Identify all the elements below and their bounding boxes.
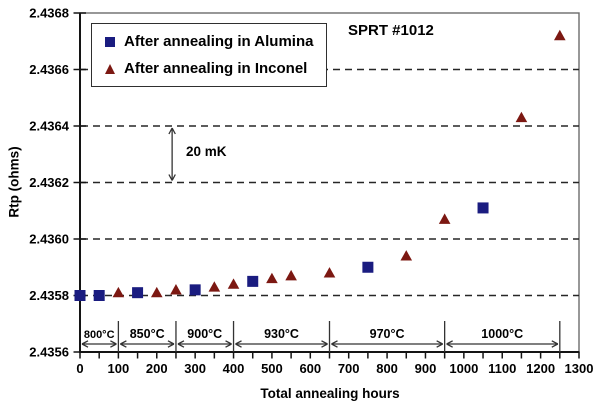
temp-zone-arrowhead: [446, 343, 453, 348]
span-arrow-head: [171, 127, 176, 135]
temp-zone-arrowhead: [235, 340, 242, 345]
temp-zone-label: 850°C: [130, 327, 165, 341]
inconel-data-point: [323, 267, 336, 278]
inconel-data-point: [438, 213, 451, 224]
temp-zone-arrowhead: [110, 343, 117, 348]
x-tick-label: 1300: [565, 361, 594, 376]
inconel-data-point: [227, 278, 240, 289]
x-tick-label: 1100: [488, 361, 516, 376]
temp-zone-arrowhead: [331, 343, 338, 348]
alumina-data-point: [74, 290, 86, 301]
alumina-data-point: [477, 202, 489, 214]
temp-zone-arrowhead: [321, 340, 328, 345]
alumina-data-point: [93, 290, 105, 301]
x-tick-label: 1000: [449, 361, 478, 376]
y-tick-label: 2.4360: [29, 232, 69, 247]
temp-zone-arrowhead: [321, 343, 328, 348]
temp-zone-arrowhead: [81, 343, 89, 348]
x-tick-label: 300: [184, 361, 206, 376]
span-arrow-label: 20 mK: [186, 144, 227, 159]
legend-label-alumina: After annealing in Alumina: [124, 33, 314, 50]
temp-zone-arrowhead: [446, 340, 453, 345]
inconel-triangle-marker-icon: [105, 63, 115, 74]
x-tick-label: 500: [261, 361, 283, 376]
temp-zone-label: 1000°C: [481, 327, 523, 341]
temp-zone-arrowhead: [177, 343, 185, 348]
y-tick-label: 2.4368: [29, 6, 69, 21]
inconel-data-point: [554, 29, 566, 41]
x-tick-label: 800: [376, 361, 398, 376]
y-tick-label: 2.4356: [29, 345, 69, 360]
x-tick-label: 600: [299, 361, 321, 376]
inconel-data-point: [285, 269, 297, 281]
x-tick-label: 400: [223, 361, 245, 376]
inconel-data-point: [170, 284, 182, 295]
temp-zone-arrowhead: [167, 340, 175, 345]
chart-title: SPRT #1012: [348, 22, 434, 39]
legend-box: After annealing in Alumina After anneali…: [91, 23, 327, 87]
y-tick-label: 2.4358: [29, 288, 69, 303]
temp-zone-arrowhead: [225, 343, 232, 348]
temp-zone-label: 900°C: [187, 327, 222, 341]
y-tick-label: 2.4362: [29, 175, 69, 190]
temp-zone-label: 930°C: [264, 327, 299, 341]
x-axis-title: Total annealing hours: [260, 386, 400, 401]
inconel-data-point: [208, 281, 221, 292]
temp-zone-arrowhead: [551, 340, 559, 345]
alumina-data-point: [132, 287, 144, 299]
inconel-data-point: [400, 250, 413, 261]
span-arrow-head: [171, 174, 176, 181]
temp-zone-arrowhead: [551, 343, 559, 348]
temp-zone-arrowhead: [235, 343, 242, 348]
legend-item-alumina: After annealing in Alumina: [105, 33, 326, 50]
temp-zone-arrowhead: [225, 340, 232, 345]
temp-zone-label: 800°C: [84, 329, 115, 341]
legend-label-inconel: After annealing in Inconel: [124, 60, 308, 77]
legend-item-inconel: After annealing in Inconel: [105, 60, 326, 77]
alumina-square-marker-icon: [105, 36, 115, 47]
y-axis-title: Rtp (ohms): [6, 146, 22, 218]
inconel-data-point: [266, 272, 278, 284]
alumina-data-point: [189, 284, 201, 296]
span-arrow-head: [168, 174, 173, 181]
temp-zone-arrowhead: [436, 340, 443, 345]
inconel-data-point: [112, 286, 125, 298]
y-tick-label: 2.4364: [29, 119, 70, 134]
span-arrow-head: [168, 127, 173, 135]
y-tick-label: 2.4366: [29, 62, 69, 77]
x-tick-label: 900: [415, 361, 437, 376]
temp-zone-arrowhead: [177, 340, 185, 345]
temp-zone-label: 970°C: [370, 327, 405, 341]
inconel-data-point: [515, 111, 528, 123]
x-tick-label: 700: [338, 361, 360, 376]
temp-zone-arrowhead: [81, 340, 89, 345]
alumina-data-point: [362, 261, 374, 273]
x-tick-label: 100: [108, 361, 130, 376]
x-tick-label: 0: [76, 361, 83, 376]
temp-zone-arrowhead: [120, 343, 127, 348]
temp-zone-arrowhead: [110, 340, 117, 345]
temp-zone-arrowhead: [331, 340, 338, 345]
x-tick-label: 1200: [526, 361, 555, 376]
temp-zone-arrowhead: [436, 343, 443, 348]
inconel-data-point: [150, 286, 163, 298]
alumina-data-point: [247, 275, 259, 287]
temp-zone-arrowhead: [120, 340, 127, 345]
x-tick-label: 200: [146, 361, 168, 376]
temp-zone-arrowhead: [167, 343, 175, 348]
